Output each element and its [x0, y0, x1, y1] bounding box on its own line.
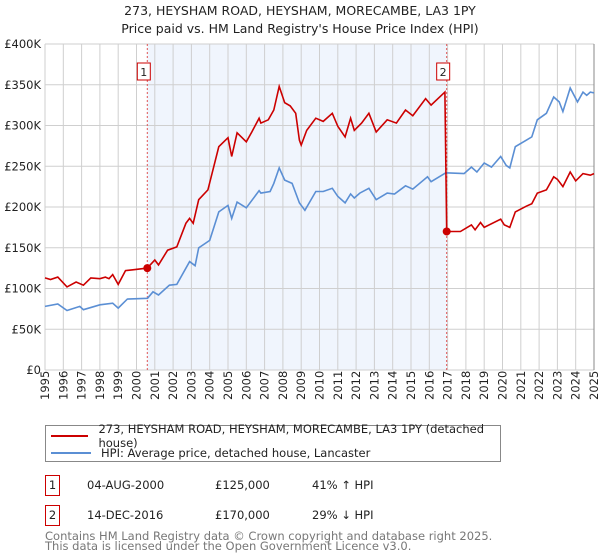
sale-price: £125,000 [215, 478, 270, 492]
legend-swatch-red [51, 435, 89, 437]
y-tick-label: £350K [4, 78, 41, 92]
y-tick-label: £300K [4, 119, 41, 133]
sale-marker-badge [136, 62, 151, 81]
x-tick-label: 2005 [221, 371, 235, 400]
x-tick-label: 2008 [276, 371, 290, 400]
x-tick-label: 2021 [514, 371, 528, 400]
x-tick-label: 2009 [294, 371, 308, 400]
x-tick-label: 2017 [441, 371, 455, 400]
sale-date: 04-AUG-2000 [87, 478, 165, 492]
legend-item-hpi: HPI: Average price, detached house, Lanc… [51, 445, 370, 461]
x-tick-label: 2023 [550, 371, 564, 400]
x-tick-label: 2025 [587, 371, 600, 400]
price-chart: 1995 1996 1997 1998 1999 2000 2001 2002 2003 2004… [4, 37, 600, 400]
hpi-series-line [44, 85, 595, 312]
legend-label: 273, HEYSHAM ROAD, HEYSHAM, MORECAMBE, L… [98, 422, 485, 450]
x-tick-label: 2003 [184, 371, 198, 400]
y-tick-label: £0 [26, 363, 41, 377]
x-tick-label: 2004 [203, 371, 217, 400]
y-tick-label: £150K [4, 241, 41, 255]
x-tick-label: 1996 [56, 371, 70, 400]
x-tick-label: 2000 [130, 371, 144, 400]
sale-marker-label: 1 [140, 66, 147, 79]
sale-marker-badge [436, 62, 451, 81]
x-tick-label: 2024 [569, 371, 583, 400]
footer: Contains HM Land Registry data © Crown c… [45, 529, 493, 553]
x-tick-label: 2007 [258, 371, 272, 400]
legend-label: HPI: Average price, detached house, Lanc… [101, 446, 371, 460]
sale-marker-badge: 1 [45, 475, 60, 496]
x-tick-label: 1995 [38, 371, 52, 400]
x-tick-label: 2020 [496, 371, 510, 400]
y-tick-label: £50K [12, 322, 42, 336]
x-tick-label: 2010 [313, 371, 327, 400]
x-tick-label: 1999 [111, 371, 125, 400]
x-tick-label: 2002 [166, 371, 180, 400]
chart-title: 273, HEYSHAM ROAD, HEYSHAM, MORECAMBE, L… [0, 2, 600, 38]
x-tick-label: 1997 [75, 371, 89, 400]
x-tick-label: 2019 [477, 371, 491, 400]
legend-swatch-blue [51, 452, 91, 454]
legend: 273, HEYSHAM ROAD, HEYSHAM, MORECAMBE, L… [45, 422, 501, 462]
x-tick-label: 2011 [331, 371, 345, 400]
y-tick-label: £250K [4, 159, 41, 173]
x-tick-label: 2022 [532, 371, 546, 400]
x-tick-label: 2001 [148, 371, 162, 400]
x-tick-label: 2015 [404, 371, 418, 400]
sale-date: 14-DEC-2016 [87, 508, 164, 522]
y-tick-label: £200K [4, 200, 41, 214]
sale-marker-badge: 2 [45, 505, 60, 526]
subtitle-line: Price paid vs. HM Land Registry's House … [121, 21, 479, 36]
x-tick-label: 2016 [422, 371, 436, 400]
sale-marker-label: 2 [440, 66, 447, 79]
title-line: 273, HEYSHAM ROAD, HEYSHAM, MORECAMBE, L… [124, 3, 476, 18]
x-tick-label: 2013 [367, 371, 381, 400]
x-tick-label: 2014 [386, 371, 400, 400]
x-tick-label: 2018 [459, 371, 473, 400]
sale-point [442, 227, 451, 236]
x-tick-label: 1998 [93, 371, 107, 400]
footer-copyright: Contains HM Land Registry data © Crown c… [45, 529, 493, 543]
sale-hpi-diff: 29% ↓ HPI [312, 508, 374, 522]
property-series-line [44, 83, 595, 288]
legend-item-property: 273, HEYSHAM ROAD, HEYSHAM, MORECAMBE, L… [51, 422, 500, 450]
y-tick-label: £400K [4, 37, 41, 51]
sale-price: £170,000 [215, 508, 270, 522]
y-tick-label: £100K [4, 282, 41, 296]
footer-licence: This data is licensed under the Open Gov… [45, 539, 412, 553]
sale-point [143, 264, 152, 273]
sale-hpi-diff: 41% ↑ HPI [312, 478, 374, 492]
x-tick-label: 2012 [349, 371, 363, 400]
x-tick-label: 2006 [239, 371, 253, 400]
